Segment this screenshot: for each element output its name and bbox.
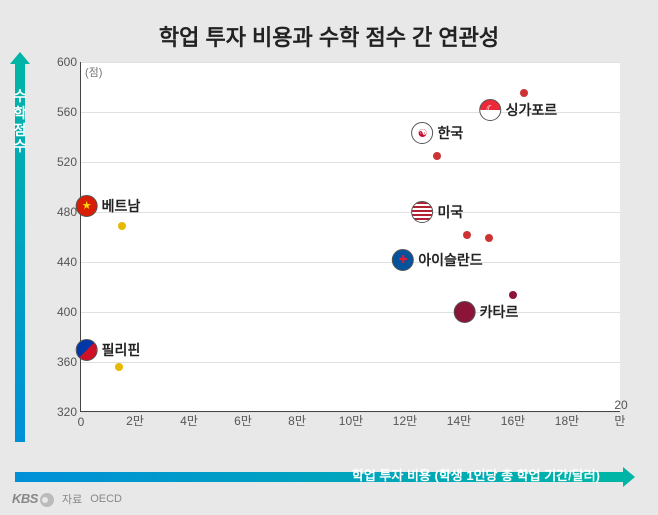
x-tick-label: 4만 bbox=[180, 412, 198, 429]
data-dot bbox=[520, 89, 528, 97]
chart-container: 수학점수 (점) 32036040044048052056060002만4만6만… bbox=[40, 62, 640, 452]
flag-icon bbox=[412, 201, 434, 223]
data-point: 카타르 bbox=[454, 301, 519, 323]
point-label: 아이슬란드 bbox=[418, 250, 482, 270]
x-tick-label: 18만 bbox=[555, 412, 579, 429]
x-tick-label: 6만 bbox=[234, 412, 252, 429]
flag-icon: ☯ bbox=[412, 122, 434, 144]
x-tick-label: 0 bbox=[78, 415, 85, 429]
chart-title: 학업 투자 비용과 수학 점수 간 연관성 bbox=[0, 0, 658, 62]
data-dot bbox=[509, 291, 517, 299]
y-axis-unit: (점) bbox=[85, 64, 102, 80]
point-label: 필리핀 bbox=[102, 340, 141, 360]
gridline bbox=[81, 312, 620, 313]
y-tick-label: 320 bbox=[45, 405, 77, 419]
flag-icon: ✚ bbox=[392, 249, 414, 271]
data-point: ✚아이슬란드 bbox=[392, 249, 482, 271]
data-point: 미국 bbox=[412, 201, 464, 223]
x-tick-label: 20만 bbox=[614, 398, 627, 429]
data-dot bbox=[485, 234, 493, 242]
x-tick-label: 12만 bbox=[393, 412, 417, 429]
flag-icon: ☾ bbox=[480, 99, 502, 121]
x-tick-label: 8만 bbox=[288, 412, 306, 429]
source-value: OECD bbox=[90, 493, 122, 505]
plot-area: (점) 32036040044048052056060002만4만6만8만10만… bbox=[80, 62, 620, 412]
footer: KBS 자료 OECD bbox=[12, 491, 122, 507]
point-label: 카타르 bbox=[480, 302, 519, 322]
y-tick-label: 440 bbox=[45, 255, 77, 269]
point-label: 베트남 bbox=[102, 196, 141, 216]
gridline bbox=[81, 362, 620, 363]
y-tick-label: 400 bbox=[45, 305, 77, 319]
x-tick-label: 14만 bbox=[447, 412, 471, 429]
y-tick-label: 480 bbox=[45, 205, 77, 219]
gridline bbox=[81, 62, 620, 63]
data-point: ☾싱가포르 bbox=[480, 99, 558, 121]
x-tick-label: 16만 bbox=[501, 412, 525, 429]
x-tick-label: 2만 bbox=[126, 412, 144, 429]
gridline bbox=[81, 162, 620, 163]
source-label: 자료 bbox=[62, 491, 82, 507]
data-dot bbox=[115, 363, 123, 371]
data-dot bbox=[463, 231, 471, 239]
x-axis-label: 학업 투자 비용 (학생 1인당 총 학업 기간/달러) bbox=[40, 463, 640, 486]
x-tick-label: 10만 bbox=[339, 412, 363, 429]
y-axis-label: 수학점수 bbox=[8, 82, 32, 161]
data-dot bbox=[118, 222, 126, 230]
point-label: 한국 bbox=[438, 123, 464, 143]
point-label: 미국 bbox=[438, 202, 464, 222]
flag-icon bbox=[76, 339, 98, 361]
gridline bbox=[81, 212, 620, 213]
data-dot bbox=[433, 152, 441, 160]
gridline bbox=[81, 262, 620, 263]
data-point: ☯한국 bbox=[412, 122, 464, 144]
data-point: 필리핀 bbox=[76, 339, 141, 361]
point-label: 싱가포르 bbox=[506, 100, 558, 120]
y-tick-label: 560 bbox=[45, 105, 77, 119]
flag-icon bbox=[454, 301, 476, 323]
flag-icon: ★ bbox=[76, 195, 98, 217]
kbs-logo: KBS bbox=[12, 491, 54, 507]
y-tick-label: 520 bbox=[45, 155, 77, 169]
data-point: ★베트남 bbox=[76, 195, 141, 217]
y-tick-label: 360 bbox=[45, 355, 77, 369]
y-tick-label: 600 bbox=[45, 55, 77, 69]
